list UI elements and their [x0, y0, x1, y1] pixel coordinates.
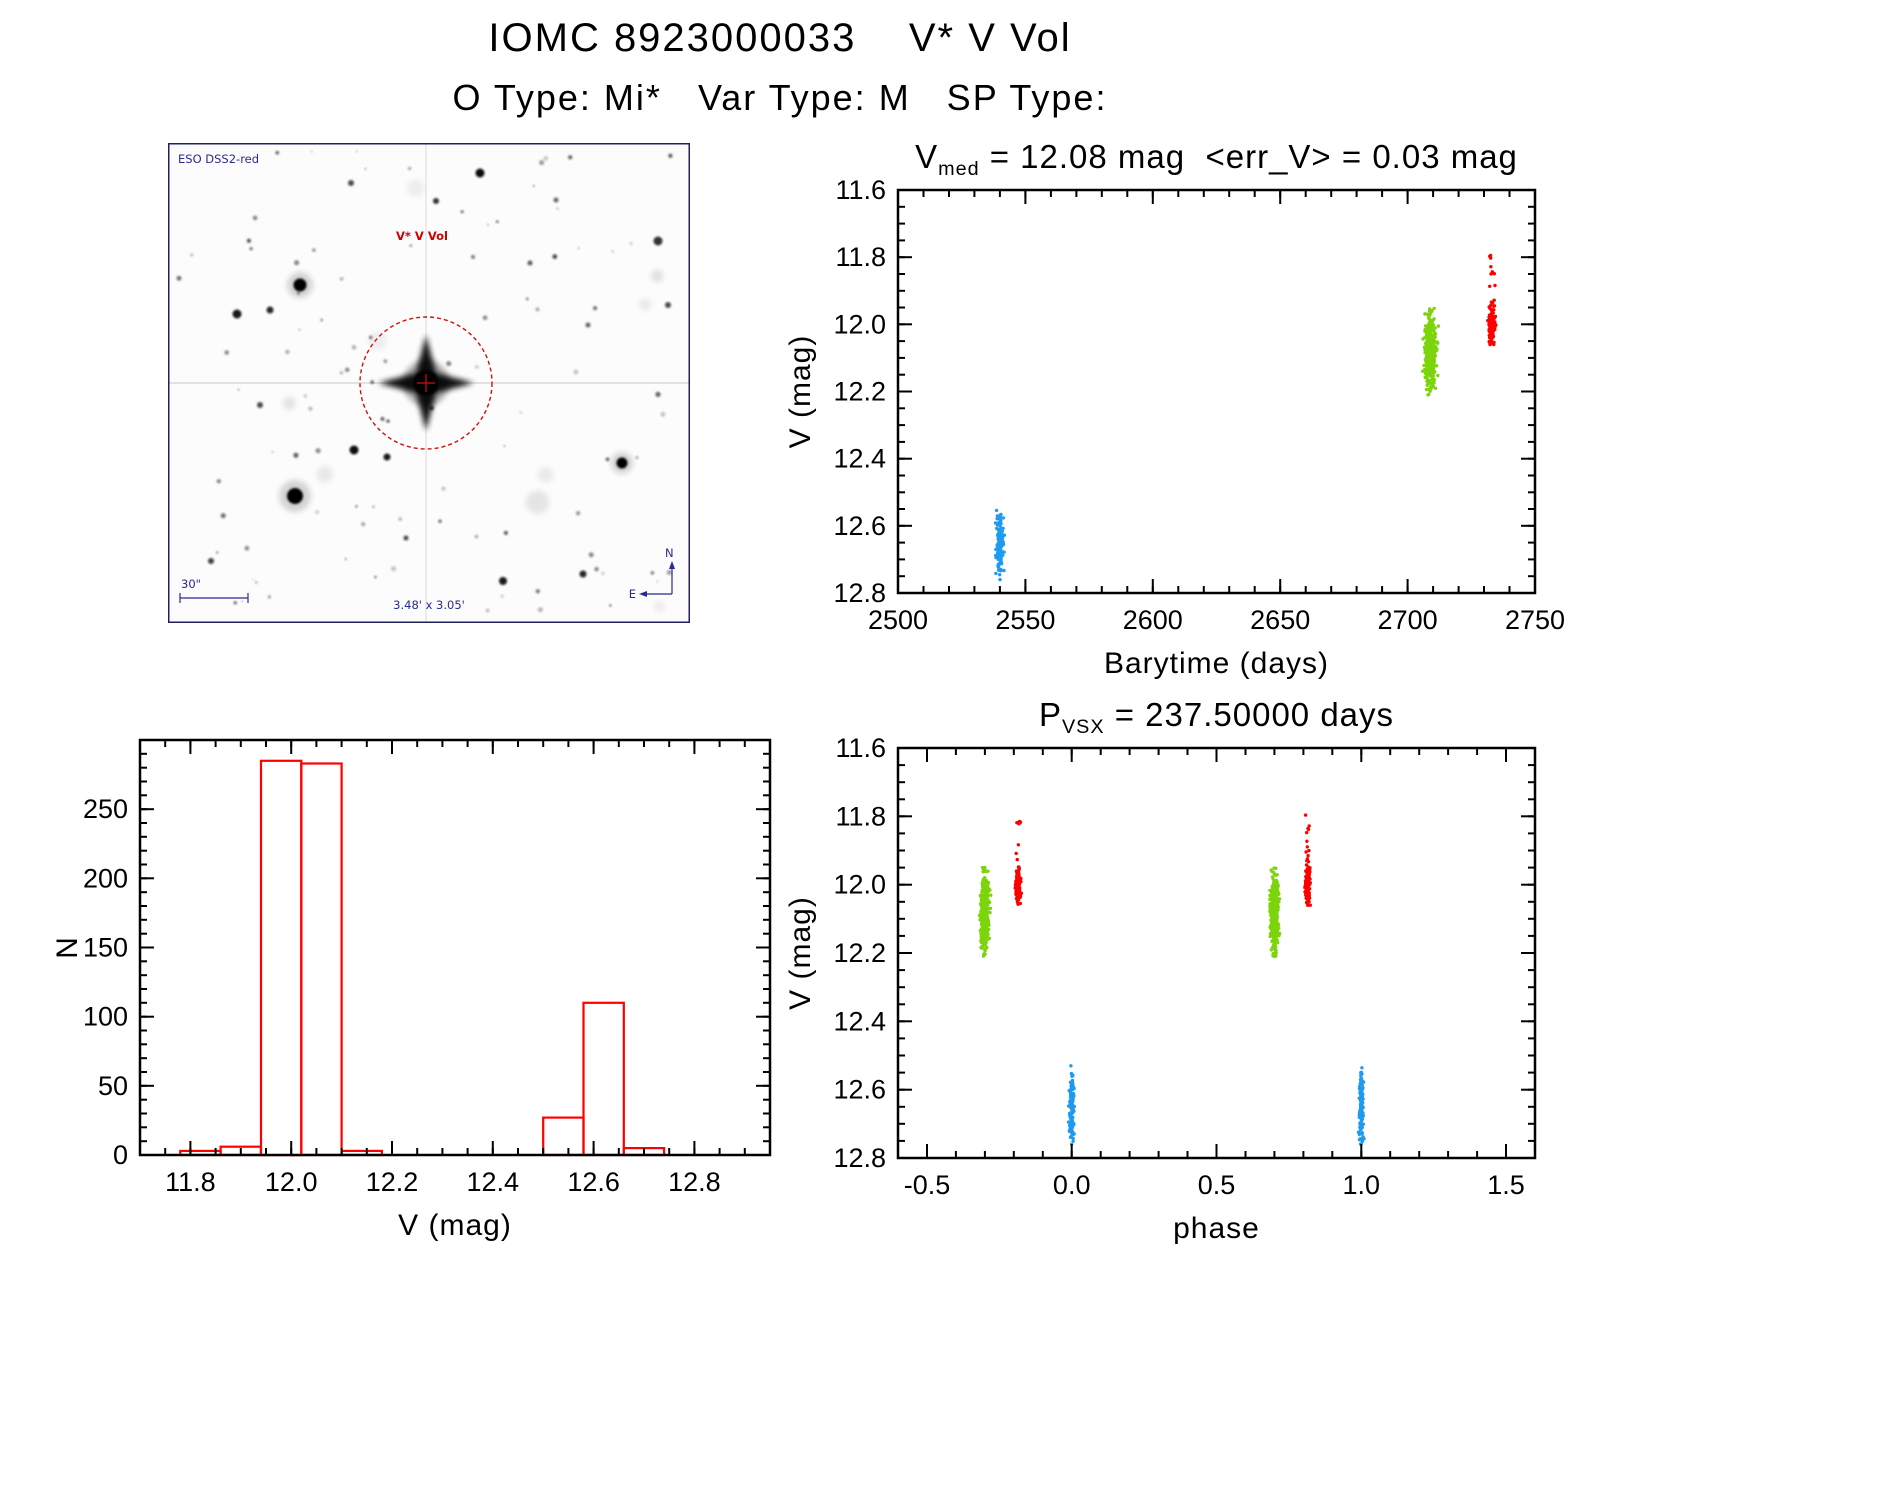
- svg-text:2650: 2650: [1250, 605, 1310, 635]
- svg-text:2550: 2550: [995, 605, 1055, 635]
- title-subscript: VSX: [1061, 715, 1105, 738]
- plot-frame: [896, 188, 1537, 595]
- tick-labels: 11.8 12.0 12.2 12.4 12.6 12.8 0 50 100 150 200 250: [83, 794, 721, 1197]
- svg-text:150: 150: [83, 933, 128, 963]
- phase-plot: -0.5 0.0 0.5 1.0 1.5 11.6 11.8 12.0 12.2 12.4 12.6…: [784, 733, 1537, 1245]
- svg-text:0.0: 0.0: [1053, 1170, 1091, 1200]
- title-prefix: V: [915, 138, 939, 175]
- svg-text:1.0: 1.0: [1343, 1170, 1381, 1200]
- svg-text:12.2: 12.2: [833, 938, 886, 968]
- header: IOMC 8923000033 V* V Vol O Type: Mi* Var…: [0, 16, 1560, 119]
- page-subtitle: O Type: Mi* Var Type: M SP Type:: [452, 77, 1108, 118]
- svg-text:2600: 2600: [1123, 605, 1183, 635]
- scatter-points-red-b: [1303, 813, 1312, 907]
- compass-east-arrow: [639, 591, 647, 597]
- y-axis-label: N: [55, 936, 84, 959]
- histogram-chart: 11.8 12.0 12.2 12.4 12.6 12.8 0 50 100 150 200 250 V…: [55, 690, 815, 1290]
- target-crosshair: [417, 374, 435, 392]
- svg-text:0: 0: [113, 1140, 128, 1170]
- svg-text:11.6: 11.6: [835, 733, 886, 763]
- sky-frame: [168, 143, 690, 623]
- x-axis-label: V (mag): [398, 1209, 512, 1242]
- scale-label: 30": [181, 577, 201, 591]
- svg-text:12.6: 12.6: [833, 1075, 886, 1105]
- plot-frame: [138, 738, 772, 1157]
- target-aperture-circle: [359, 316, 493, 450]
- svg-text:12.0: 12.0: [833, 309, 886, 339]
- plot-frame: [896, 746, 1537, 1160]
- y-axis-label: V (mag): [784, 896, 817, 1010]
- compass: N E: [629, 546, 675, 601]
- svg-text:12.2: 12.2: [366, 1167, 419, 1197]
- scatter-points-blue-a: [1066, 1064, 1076, 1146]
- svg-text:12.8: 12.8: [833, 1143, 886, 1173]
- scatter-points-epoch2-green: [1421, 306, 1441, 397]
- svg-text:12.8: 12.8: [833, 578, 886, 608]
- svg-text:12.0: 12.0: [265, 1167, 318, 1197]
- tick-labels: -0.5 0.0 0.5 1.0 1.5 11.6 11.8 12.0 12.2 12.4 12.6…: [833, 733, 1524, 1200]
- title-suffix: = 237.50000 days: [1104, 696, 1395, 733]
- title-prefix: P: [1038, 696, 1062, 733]
- svg-text:11.8: 11.8: [835, 801, 886, 831]
- axis-ticks: [897, 189, 1536, 594]
- svg-text:200: 200: [83, 863, 128, 893]
- y-axis-label: V (mag): [784, 335, 817, 449]
- svg-text:12.4: 12.4: [833, 1006, 886, 1036]
- svg-text:12.0: 12.0: [833, 870, 886, 900]
- sky-survey-image: ESO DSS2-red V* V Vol 30" 3.48' x 3.05' …: [168, 143, 690, 623]
- svg-text:100: 100: [83, 1002, 128, 1032]
- x-axis-label: Barytime (days): [1104, 647, 1329, 680]
- svg-text:250: 250: [83, 794, 128, 824]
- compass-east-label: E: [629, 587, 636, 601]
- histogram-bars: [179, 759, 666, 1157]
- svg-text:2500: 2500: [868, 605, 928, 635]
- survey-label: ESO DSS2-red: [178, 152, 259, 166]
- svg-text:12.4: 12.4: [467, 1167, 520, 1197]
- axis-ticks: [897, 747, 1536, 1159]
- scatter-points-epoch1-blue: [993, 508, 1007, 582]
- svg-text:12.8: 12.8: [668, 1167, 721, 1197]
- finder-chart: ESO DSS2-red V* V Vol 30" 3.48' x 3.05' …: [168, 143, 690, 623]
- svg-text:-0.5: -0.5: [904, 1170, 951, 1200]
- scale-bar: [179, 593, 249, 603]
- tick-labels: 2500 2550 2600 2650 2700 2750 11.6 11.8 12.0 12.2…: [833, 175, 1565, 635]
- star-field: [176, 150, 673, 613]
- scatter-points-red-a: [1013, 819, 1024, 906]
- target-name-label: V* V Vol: [396, 229, 448, 243]
- svg-text:2750: 2750: [1505, 605, 1565, 635]
- svg-text:12.4: 12.4: [833, 444, 886, 474]
- fov-label: 3.48' x 3.05': [393, 598, 465, 612]
- compass-north-arrow: [669, 561, 675, 569]
- svg-text:11.6: 11.6: [835, 175, 886, 205]
- lightcurve-plot: 2500 2550 2600 2650 2700 2750 11.6 11.8 12.0 12.2…: [784, 175, 1565, 680]
- x-axis-label: phase: [1173, 1212, 1260, 1245]
- scatter-points-epoch3-red: [1486, 253, 1498, 347]
- compass-north-label: N: [665, 546, 674, 560]
- axis-ticks: [139, 739, 771, 1156]
- title-suffix: = 12.08 mag <err_V> = 0.03 mag: [979, 138, 1518, 175]
- svg-text:50: 50: [98, 1071, 128, 1101]
- svg-text:11.8: 11.8: [835, 242, 886, 272]
- title-subscript: med: [938, 157, 980, 180]
- svg-text:1.5: 1.5: [1487, 1170, 1525, 1200]
- scatter-points-blue-b: [1356, 1066, 1366, 1146]
- phase-chart: -0.5 0.0 0.5 1.0 1.5 11.6 11.8 12.0 12.2 12.4 12.6…: [770, 690, 1570, 1290]
- scatter-points-green-a: [977, 865, 993, 958]
- svg-text:12.2: 12.2: [833, 377, 886, 407]
- lightcurve-chart: 2500 2550 2600 2650 2700 2750 11.6 11.8 12.0 12.2…: [770, 138, 1570, 698]
- svg-text:11.8: 11.8: [165, 1167, 216, 1197]
- scatter-points-green-b: [1268, 866, 1282, 959]
- histogram-plot: 11.8 12.0 12.2 12.4 12.6 12.8 0 50 100 150 200 250 V…: [55, 738, 772, 1242]
- page-title: IOMC 8923000033 V* V Vol: [488, 16, 1072, 60]
- svg-text:0.5: 0.5: [1198, 1170, 1236, 1200]
- svg-text:2700: 2700: [1378, 605, 1438, 635]
- svg-text:12.6: 12.6: [567, 1167, 620, 1197]
- phase-title: PVSX = 237.50000 days: [898, 696, 1535, 739]
- svg-text:12.6: 12.6: [833, 511, 886, 541]
- lightcurve-title: Vmed = 12.08 mag <err_V> = 0.03 mag: [898, 138, 1535, 181]
